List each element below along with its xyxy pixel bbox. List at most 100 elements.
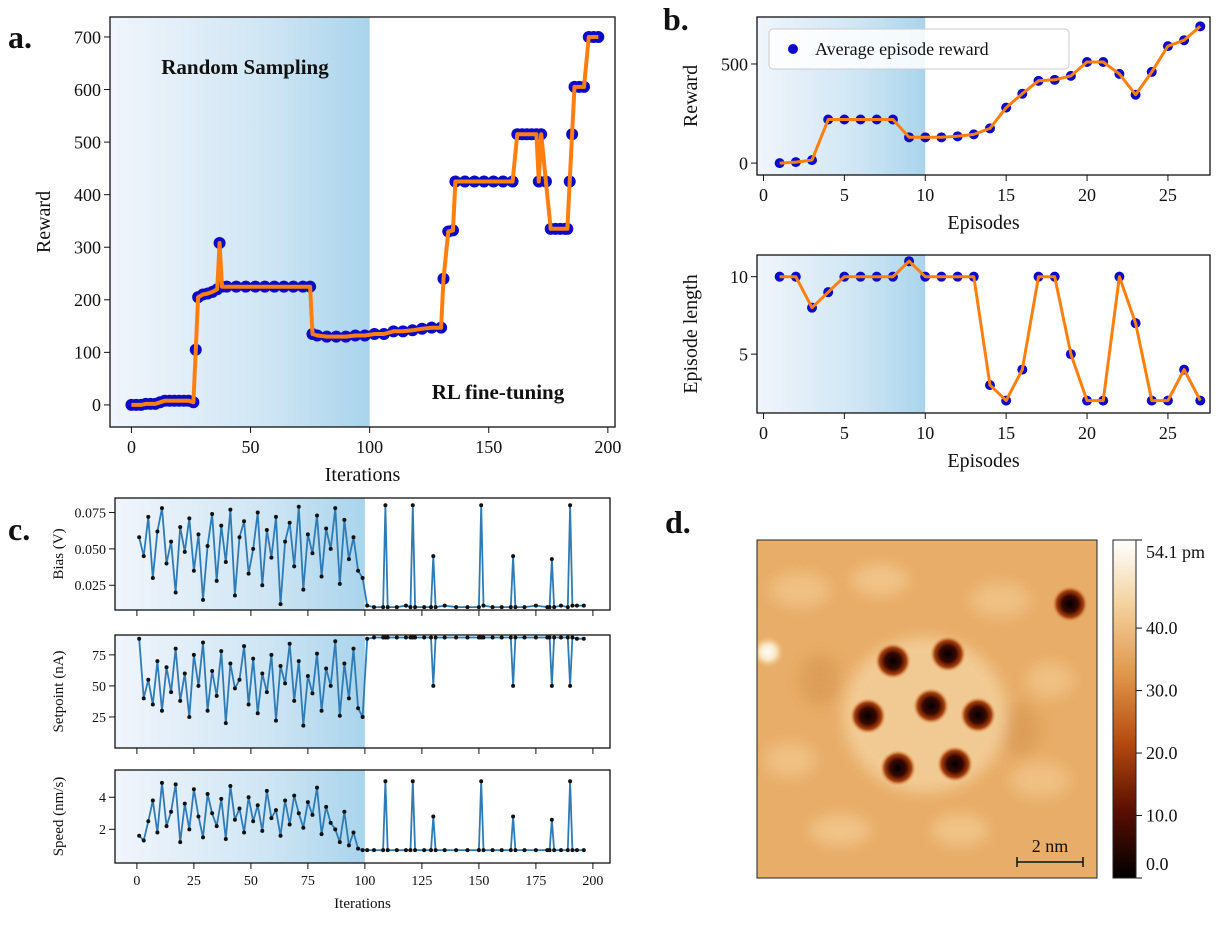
data-point bbox=[232, 817, 237, 822]
data-point bbox=[164, 665, 169, 670]
data-point bbox=[481, 635, 486, 640]
data-point bbox=[301, 825, 306, 830]
data-point bbox=[187, 714, 192, 719]
data-point bbox=[159, 506, 164, 511]
x-tick-label: 0 bbox=[127, 437, 136, 457]
panel-label: c. bbox=[8, 511, 30, 547]
data-point bbox=[360, 848, 365, 853]
data-point bbox=[324, 804, 329, 809]
x-tick-label: 150 bbox=[468, 874, 489, 889]
data-point bbox=[273, 514, 278, 519]
data-point bbox=[431, 554, 436, 559]
data-point bbox=[511, 814, 516, 819]
data-point bbox=[141, 838, 146, 843]
data-point bbox=[210, 512, 215, 516]
data-point bbox=[292, 698, 297, 703]
data-point bbox=[169, 539, 174, 544]
data-point bbox=[413, 848, 418, 853]
data-point bbox=[278, 833, 283, 838]
data-point bbox=[324, 666, 329, 671]
data-point bbox=[351, 830, 356, 835]
data-point bbox=[372, 848, 377, 853]
x-tick-label: 150 bbox=[475, 437, 502, 457]
data-point bbox=[255, 510, 260, 515]
axes-frame bbox=[114, 497, 611, 611]
data-point bbox=[246, 571, 251, 576]
scale-bar-label: 2 nm bbox=[1032, 836, 1069, 856]
data-point bbox=[442, 848, 447, 853]
data-point bbox=[481, 603, 486, 608]
data-point bbox=[246, 702, 251, 707]
data-point bbox=[422, 605, 427, 610]
y-tick-label: 5 bbox=[739, 344, 748, 364]
x-tick-label: 125 bbox=[411, 874, 432, 889]
data-point bbox=[150, 798, 155, 803]
data-point bbox=[513, 635, 518, 640]
x-tick-label: 20 bbox=[1078, 185, 1096, 205]
data-point bbox=[442, 635, 447, 640]
data-point bbox=[196, 814, 201, 819]
data-point bbox=[260, 671, 265, 676]
data-point bbox=[365, 636, 370, 641]
data-point bbox=[465, 605, 470, 610]
data-line bbox=[779, 259, 1202, 403]
data-point bbox=[315, 513, 320, 518]
data-point bbox=[283, 681, 288, 686]
data-point bbox=[278, 602, 283, 607]
data-point bbox=[255, 803, 260, 808]
data-point bbox=[296, 504, 301, 509]
data-point bbox=[328, 546, 333, 551]
data-point bbox=[283, 539, 288, 544]
y-tick-label: 200 bbox=[74, 290, 101, 310]
data-point bbox=[565, 848, 570, 853]
data-point bbox=[454, 605, 459, 610]
data-point bbox=[346, 557, 351, 562]
data-point bbox=[232, 686, 237, 691]
data-point bbox=[499, 605, 504, 610]
panel-label: a. bbox=[8, 19, 32, 55]
y-tick-label: 700 bbox=[74, 27, 101, 47]
axes-frame bbox=[114, 634, 611, 749]
data-point bbox=[219, 796, 224, 801]
x-axis-label: Iterations bbox=[334, 896, 391, 912]
x-tick-label: 50 bbox=[242, 437, 260, 457]
x-axis-label: Iterations bbox=[325, 464, 401, 486]
data-point bbox=[287, 641, 292, 646]
data-point bbox=[522, 605, 527, 610]
data-line bbox=[779, 25, 1202, 165]
data-point bbox=[219, 649, 224, 654]
data-point bbox=[273, 718, 278, 723]
y-axis-label: Reward bbox=[680, 65, 702, 127]
data-point bbox=[273, 808, 278, 813]
data-point bbox=[264, 788, 269, 793]
data-point bbox=[568, 503, 573, 508]
x-tick-label: 15 bbox=[997, 423, 1015, 443]
data-point bbox=[269, 816, 274, 821]
data-line bbox=[131, 35, 599, 407]
y-tick-label: 400 bbox=[74, 185, 101, 205]
data-point bbox=[413, 605, 418, 610]
data-point bbox=[191, 652, 196, 657]
data-point bbox=[137, 636, 142, 641]
y-tick-label: 50 bbox=[92, 680, 106, 695]
data-point bbox=[201, 597, 206, 602]
data-point bbox=[223, 721, 228, 726]
data-point bbox=[410, 503, 415, 508]
data-point bbox=[173, 782, 178, 787]
panel-label: b. bbox=[663, 1, 689, 37]
data-point bbox=[328, 683, 333, 688]
y-tick-label: 0.050 bbox=[75, 543, 107, 558]
highlight-region bbox=[110, 17, 370, 427]
data-point bbox=[337, 581, 342, 586]
data-point bbox=[301, 723, 306, 728]
axes-frame bbox=[109, 16, 616, 428]
data-point bbox=[137, 833, 142, 838]
colorbar bbox=[1112, 539, 1137, 879]
data-point bbox=[187, 827, 192, 832]
data-point bbox=[410, 779, 415, 784]
data-point bbox=[433, 635, 438, 640]
y-tick-label: 600 bbox=[74, 80, 101, 100]
y-axis-label: Speed (nm/s) bbox=[51, 777, 67, 857]
data-point bbox=[581, 603, 586, 608]
data-point bbox=[351, 535, 356, 540]
